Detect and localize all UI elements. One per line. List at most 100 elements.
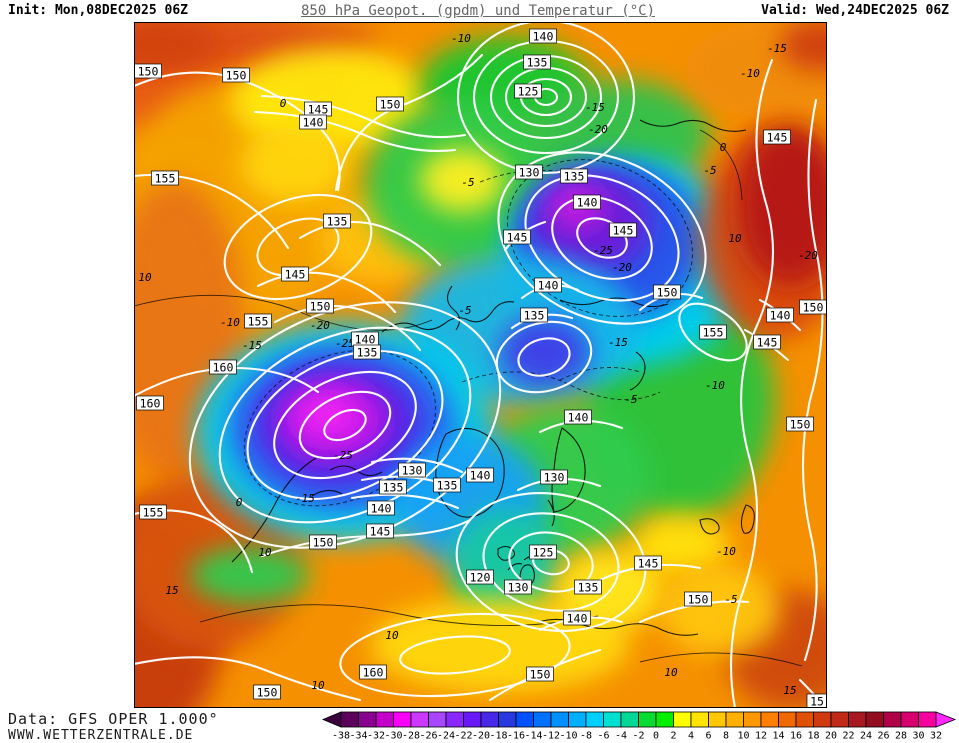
- height-contour-label: 140: [573, 194, 601, 210]
- legend-tick-label: -32: [367, 731, 385, 742]
- legend-cell: [708, 711, 727, 728]
- legend-cell: [918, 711, 937, 728]
- height-contour: [576, 217, 628, 259]
- legend-cell: [690, 711, 709, 728]
- height-label-text: 150: [803, 301, 824, 315]
- legend-tick-label: -38: [332, 731, 350, 742]
- height-label-text: 140: [470, 469, 491, 483]
- legend-cell: [375, 711, 394, 728]
- height-label-box: [151, 170, 179, 186]
- height-label-text: 150: [790, 418, 811, 432]
- height-label-text: 140: [568, 411, 589, 425]
- height-contour-label: 15: [806, 693, 827, 708]
- height-contour: [551, 196, 653, 280]
- temperature-blob: [190, 547, 310, 603]
- legend-cell: [673, 711, 692, 728]
- height-label-box: [529, 28, 557, 44]
- coastline: [699, 518, 720, 535]
- height-contour-label: 130: [398, 462, 426, 478]
- height-label-text: 150: [226, 69, 247, 83]
- temperature-blob: [660, 565, 780, 655]
- legend-tick-label: 8: [723, 731, 729, 742]
- legend-tick-label: -26: [419, 731, 437, 742]
- legend-tick-label: -30: [384, 731, 402, 742]
- map-svg: -100-510-10-15-20-25-5-15-20-15-100-5-25…: [134, 22, 827, 708]
- temp-label: -20: [310, 319, 330, 332]
- legend-cell: [795, 711, 814, 728]
- height-contour-label: 150: [799, 299, 827, 315]
- height-label-text: 140: [355, 333, 376, 347]
- height-label-text: 120: [470, 571, 491, 585]
- legend-cell: [725, 711, 744, 728]
- height-label-box: [299, 114, 327, 130]
- legend-cell: [743, 711, 762, 728]
- height-contour-labels: 150 1501501451401551351451501551401351601…: [134, 28, 827, 708]
- temp-label: 10: [311, 679, 325, 692]
- legend-svg: -38 -34 -32 -30 -28 -26 -24 -22 -20 -18 -16 -14 -12-…: [321, 711, 957, 742]
- height-label-text: 150: [138, 65, 159, 79]
- height-contour: [256, 271, 397, 314]
- temp-label: -20: [798, 249, 818, 262]
- height-contour-label: 150: [306, 298, 334, 314]
- height-label-box: [563, 610, 591, 626]
- temp-label: -10: [220, 316, 240, 329]
- init-time-label: Init: Mon,08DEC2025 06Z: [8, 3, 189, 18]
- height-label-box: [520, 307, 548, 323]
- height-label-box: [309, 534, 337, 550]
- height-contour-label: 150: [653, 284, 681, 300]
- legend-tick-label: -16: [507, 731, 525, 742]
- height-label-text: 150: [688, 593, 709, 607]
- legend-cell: [813, 711, 832, 728]
- height-label-text: 145: [308, 103, 329, 117]
- legend-tick-label: 22: [842, 731, 854, 742]
- height-contour: [260, 94, 467, 139]
- height-contour: [455, 491, 647, 633]
- height-label-box: [244, 313, 272, 329]
- height-contour-label: 140: [351, 331, 379, 347]
- height-contour: [497, 151, 707, 325]
- height-label-box: [503, 229, 531, 245]
- height-label-text: 135: [357, 346, 378, 360]
- height-contour: [350, 493, 460, 510]
- height-contour-label: 150: [253, 684, 281, 700]
- height-label-box: [806, 693, 827, 708]
- height-label-text: 140: [770, 309, 791, 323]
- height-label-text: 135: [524, 309, 545, 323]
- coastline: [639, 119, 747, 132]
- legend-tick-label: -24: [437, 731, 455, 742]
- legend-cell: [480, 711, 499, 728]
- legend-tick-label: 4: [688, 731, 694, 742]
- height-contour-label: 150: [309, 534, 337, 550]
- isotherm: [559, 367, 641, 381]
- legend-cell: [585, 711, 604, 728]
- temperature-blob: [240, 127, 350, 203]
- height-contour-label: 135: [353, 344, 381, 360]
- height-contour-label: 150: [222, 67, 250, 83]
- height-contour: [678, 302, 748, 362]
- height-contour-label: 130: [515, 164, 543, 180]
- height-label-box: [466, 467, 494, 483]
- temp-label: -10: [705, 379, 725, 392]
- temp-label: -25: [333, 449, 353, 462]
- height-contour: [273, 370, 417, 480]
- height-label-text: 150: [313, 536, 334, 550]
- height-label-text: 150: [257, 686, 278, 700]
- temperature-blob: [134, 22, 220, 73]
- height-contour-label: 160: [136, 395, 164, 411]
- height-label-box: [699, 324, 727, 340]
- legend-cell: [515, 711, 534, 728]
- legend-tick-label: -4: [615, 731, 627, 742]
- temperature-legend: -38 -34 -32 -30 -28 -26 -24 -22 -20 -18 -16 -14 -12-…: [320, 711, 959, 741]
- legend-tick-label: 0: [653, 731, 659, 742]
- legend-cell: [778, 711, 797, 728]
- isotherm: [199, 604, 599, 626]
- temp-label: -15: [585, 101, 605, 114]
- height-label-text: 125: [518, 85, 539, 99]
- coastline: [551, 427, 586, 513]
- height-contour: [253, 110, 457, 153]
- height-label-text: 145: [370, 525, 391, 539]
- height-contour-label: 135: [520, 307, 548, 323]
- height-contour: [370, 457, 464, 474]
- height-contour-label: 140: [534, 277, 562, 293]
- coastline: [629, 351, 646, 391]
